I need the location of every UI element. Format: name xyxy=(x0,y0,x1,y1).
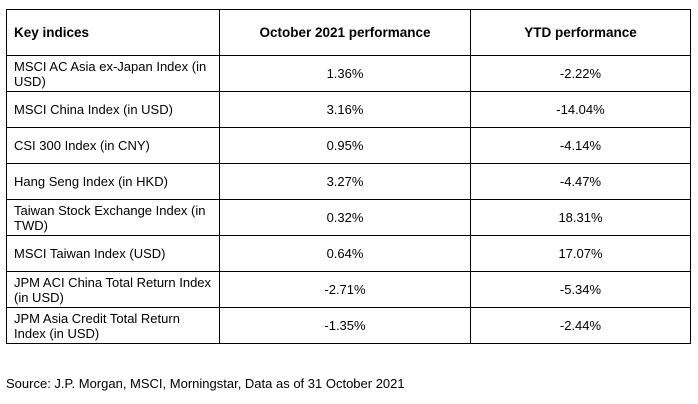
index-name-cell: MSCI Taiwan Index (USD) xyxy=(6,235,220,272)
table-row: JPM Asia Credit Total Return Index (in U… xyxy=(6,307,691,344)
index-name-cell: Hang Seng Index (in HKD) xyxy=(6,163,220,200)
index-name-cell: JPM Asia Credit Total Return Index (in U… xyxy=(6,307,220,344)
source-note: Source: J.P. Morgan, MSCI, Morningstar, … xyxy=(6,376,405,391)
table-row: Hang Seng Index (in HKD) 3.27% -4.47% xyxy=(6,163,691,200)
table-row: CSI 300 Index (in CNY) 0.95% -4.14% xyxy=(6,127,691,164)
october-performance-cell: 3.27% xyxy=(219,163,471,200)
index-name-cell: Taiwan Stock Exchange Index (in TWD) xyxy=(6,199,220,236)
ytd-performance-cell: 18.31% xyxy=(470,199,691,236)
ytd-performance-cell: -2.22% xyxy=(470,55,691,92)
october-performance-cell: 3.16% xyxy=(219,91,471,128)
header-october-performance: October 2021 performance xyxy=(219,9,471,56)
header-key-indices: Key indices xyxy=(6,9,220,56)
index-name-cell: MSCI AC Asia ex-Japan Index (in USD) xyxy=(6,55,220,92)
index-name-cell: MSCI China Index (in USD) xyxy=(6,91,220,128)
october-performance-cell: 0.32% xyxy=(219,199,471,236)
table-row: JPM ACI China Total Return Index (in USD… xyxy=(6,271,691,308)
october-performance-cell: 0.95% xyxy=(219,127,471,164)
table-row: Taiwan Stock Exchange Index (in TWD) 0.3… xyxy=(6,199,691,236)
performance-table: Key indices October 2021 performance YTD… xyxy=(6,9,691,344)
ytd-performance-cell: -4.47% xyxy=(470,163,691,200)
october-performance-cell: -2.71% xyxy=(219,271,471,308)
table-header-row: Key indices October 2021 performance YTD… xyxy=(6,9,691,56)
ytd-performance-cell: -5.34% xyxy=(470,271,691,308)
index-name-cell: JPM ACI China Total Return Index (in USD… xyxy=(6,271,220,308)
table-row: MSCI AC Asia ex-Japan Index (in USD) 1.3… xyxy=(6,55,691,92)
october-performance-cell: 0.64% xyxy=(219,235,471,272)
ytd-performance-cell: 17.07% xyxy=(470,235,691,272)
ytd-performance-cell: -2.44% xyxy=(470,307,691,344)
header-ytd-performance: YTD performance xyxy=(470,9,691,56)
ytd-performance-cell: -4.14% xyxy=(470,127,691,164)
ytd-performance-cell: -14.04% xyxy=(470,91,691,128)
table-row: MSCI Taiwan Index (USD) 0.64% 17.07% xyxy=(6,235,691,272)
table-row: MSCI China Index (in USD) 3.16% -14.04% xyxy=(6,91,691,128)
october-performance-cell: 1.36% xyxy=(219,55,471,92)
october-performance-cell: -1.35% xyxy=(219,307,471,344)
index-name-cell: CSI 300 Index (in CNY) xyxy=(6,127,220,164)
